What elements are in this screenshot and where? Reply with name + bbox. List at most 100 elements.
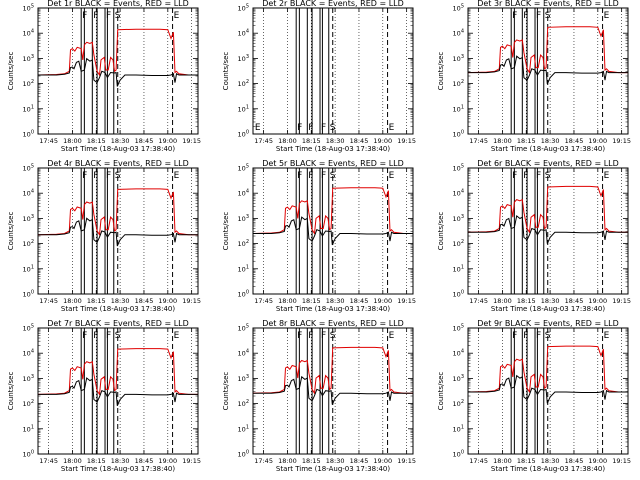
y-axis-label: Counts/sec — [437, 52, 445, 91]
y-tick-label: 100 — [453, 130, 464, 139]
x-tick-label: 18:45 — [565, 137, 584, 145]
series-lld-line — [467, 185, 628, 234]
y-tick-label: 103 — [238, 54, 249, 63]
series-events-line — [38, 377, 198, 407]
event-marker: F — [523, 171, 528, 181]
y-tick-label: 103 — [23, 54, 34, 63]
x-tick-label: 18:30 — [541, 457, 560, 465]
x-tick-label: 19:00 — [158, 457, 177, 465]
event-marker: E — [389, 171, 395, 181]
x-tick-label: 19:15 — [612, 297, 631, 305]
series-lld-line — [37, 188, 198, 237]
panel-2: Det 2r BLACK = Events, RED = LLD 17:45 18:… — [222, 0, 416, 153]
event-marker: F — [106, 331, 111, 341]
y-axis-label: Counts/sec — [222, 52, 230, 91]
x-tick-label: 18:00 — [278, 297, 297, 305]
x-tick-label: 18:45 — [135, 297, 154, 305]
event-marker: E — [174, 331, 180, 341]
y-tick-label: 104 — [453, 29, 464, 38]
event-marker: F — [308, 123, 313, 133]
y-tick-label: 105 — [238, 4, 249, 13]
x-tick-label: 18:00 — [63, 457, 82, 465]
y-tick-label: 102 — [238, 399, 249, 408]
x-tick-label: 18:30 — [541, 297, 560, 305]
x-tick-label: 19:00 — [373, 137, 392, 145]
series-lld-line — [37, 28, 198, 77]
y-tick-label: 104 — [238, 349, 249, 358]
x-axis-label: Start Time (18-Aug-03 17:38:40) — [61, 465, 175, 473]
y-tick-label: 102 — [453, 79, 464, 88]
event-marker: E — [389, 331, 395, 341]
panel-title: Det 3r BLACK = Events, RED = LLD — [477, 0, 619, 8]
x-tick-label: 18:00 — [493, 457, 512, 465]
y-tick-label: 104 — [23, 189, 34, 198]
series-events-line — [468, 374, 628, 404]
x-tick-label: 19:00 — [588, 297, 607, 305]
x-tick-label: 19:15 — [612, 137, 631, 145]
series-lld-line — [252, 187, 413, 235]
event-marker: F — [536, 171, 541, 181]
event-marker: F — [106, 11, 111, 21]
panel-7: Det 7r BLACK = Events, RED = LLD 17:45 18:… — [7, 319, 201, 473]
event-marker: E — [255, 123, 261, 133]
y-tick-label: 101 — [238, 424, 249, 433]
series-lld-line — [252, 346, 413, 395]
x-axis-label: Start Time (18-Aug-03 17:38:40) — [491, 305, 605, 313]
y-tick-label: 105 — [23, 4, 34, 13]
panel-title: Det 7r BLACK = Events, RED = LLD — [47, 319, 189, 328]
x-tick-label: 18:15 — [517, 137, 536, 145]
x-tick-label: 19:00 — [588, 137, 607, 145]
x-tick-label: 18:00 — [63, 137, 82, 145]
y-tick-label: 101 — [453, 104, 464, 113]
x-axis-label: Start Time (18-Aug-03 17:38:40) — [61, 305, 175, 313]
y-tick-label: 103 — [453, 214, 464, 223]
y-tick-label: 100 — [23, 130, 34, 139]
x-tick-label: 18:00 — [63, 297, 82, 305]
event-marker: F — [523, 11, 528, 21]
x-tick-label: 17:45 — [469, 297, 488, 305]
x-tick-label: 19:00 — [373, 457, 392, 465]
series-events-line — [253, 216, 413, 246]
x-tick-label: 18:45 — [350, 457, 369, 465]
series-events-line — [38, 217, 198, 247]
x-tick-label: 18:15 — [87, 137, 106, 145]
event-marker: F — [308, 331, 313, 341]
event-marker: E — [174, 11, 180, 21]
y-tick-label: 100 — [238, 450, 249, 459]
panel-title: Det 2r BLACK = Events, RED = LLD — [262, 0, 404, 8]
x-axis-label: Start Time (18-Aug-03 17:38:40) — [491, 465, 605, 473]
y-axis-label: Counts/sec — [7, 372, 15, 411]
event-marker: F — [536, 331, 541, 341]
y-tick-label: 102 — [23, 239, 34, 248]
y-tick-label: 105 — [453, 324, 464, 333]
panel-title: Det 1r BLACK = Events, RED = LLD — [47, 0, 189, 8]
panel-title: Det 9r BLACK = Events, RED = LLD — [477, 319, 619, 328]
y-tick-label: 105 — [453, 4, 464, 13]
x-tick-label: 18:30 — [541, 137, 560, 145]
x-tick-label: 18:45 — [135, 457, 154, 465]
x-tick-label: 18:15 — [302, 457, 321, 465]
y-tick-label: 100 — [23, 450, 34, 459]
y-tick-label: 100 — [238, 130, 249, 139]
x-tick-label: 19:15 — [612, 457, 631, 465]
y-tick-label: 101 — [23, 264, 34, 273]
event-marker: F — [523, 331, 528, 341]
y-tick-label: 101 — [23, 104, 34, 113]
x-axis-label: Start Time (18-Aug-03 17:38:40) — [276, 145, 390, 153]
x-tick-label: 19:00 — [158, 137, 177, 145]
x-tick-label: 18:15 — [302, 137, 321, 145]
x-tick-label: 18:15 — [517, 297, 536, 305]
panel-9: Det 9r BLACK = Events, RED = LLD 17:45 18:… — [437, 319, 631, 473]
panel-title: Det 6r BLACK = Events, RED = LLD — [477, 159, 619, 168]
panel-title: Det 5r BLACK = Events, RED = LLD — [262, 159, 404, 168]
x-tick-label: 18:00 — [493, 297, 512, 305]
y-tick-label: 104 — [453, 349, 464, 358]
series-events-line — [38, 57, 198, 87]
x-axis-label: Start Time (18-Aug-03 17:38:40) — [61, 145, 175, 153]
x-tick-label: 18:15 — [517, 457, 536, 465]
y-axis-label: Counts/sec — [437, 372, 445, 411]
x-tick-label: 19:15 — [397, 297, 416, 305]
y-tick-label: 101 — [23, 424, 34, 433]
series-lld-line — [37, 348, 198, 396]
x-tick-label: 18:45 — [565, 297, 584, 305]
